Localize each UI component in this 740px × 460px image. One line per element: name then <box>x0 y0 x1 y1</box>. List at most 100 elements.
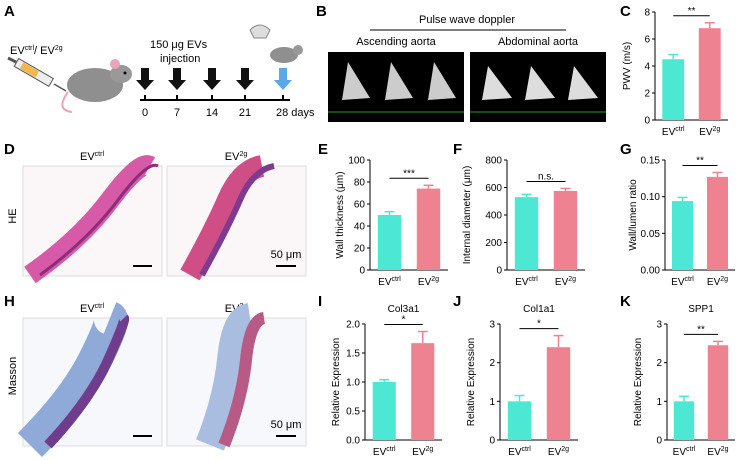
y-axis-label: Relative Expression <box>331 338 342 426</box>
category-sup: ctrl <box>522 446 532 453</box>
y-tick-label: 0.10 <box>641 192 661 203</box>
group-label: EVctrl/ EV2g <box>10 45 63 57</box>
significance-label: ** <box>688 6 696 17</box>
route-label: injection <box>160 53 200 65</box>
text: EV <box>80 151 95 163</box>
significance-label: n.s. <box>538 171 554 182</box>
y-tick-label: 600 <box>485 183 502 194</box>
y-tick-label: 40 <box>354 222 366 233</box>
text: 2g <box>55 45 63 52</box>
timeline-label: 7 <box>174 107 180 119</box>
x-tick-label: EVctrl <box>515 276 538 288</box>
y-tick-label: 0 <box>656 436 662 447</box>
significance-label: ** <box>697 324 705 335</box>
category-base: EV <box>378 277 392 288</box>
panel-label: E <box>318 141 328 158</box>
category-base: EV <box>671 277 685 288</box>
category-sup: 2g <box>561 446 569 453</box>
category-sup: ctrl <box>686 446 696 453</box>
stain-label: Masson <box>7 357 19 396</box>
y-tick-label: 0.15 <box>641 156 661 167</box>
text: EV <box>10 45 25 57</box>
y-tick-label: 800 <box>485 156 502 167</box>
y-tick-label: 0.5 <box>346 407 360 418</box>
doppler-title: Pulse wave doppler <box>419 14 515 26</box>
doppler-image <box>328 52 606 122</box>
bar <box>707 345 729 440</box>
column-label: EV2g <box>225 151 248 163</box>
y-tick-label: 1 <box>489 397 495 408</box>
panel-label: D <box>4 141 15 158</box>
bar <box>514 197 539 270</box>
site-label: Abdominal aorta <box>498 36 579 48</box>
y-tick-label: 3 <box>489 320 495 331</box>
text: / EV <box>34 45 55 57</box>
category-sup: 2g <box>720 276 728 283</box>
bar <box>411 343 435 440</box>
x-tick-label: EVctrl <box>662 126 685 138</box>
bar <box>672 201 693 270</box>
y-tick-label: 0 <box>644 116 650 127</box>
bar <box>546 347 571 440</box>
y-tick-label: 4 <box>644 62 650 73</box>
bar <box>507 401 532 440</box>
bar <box>707 176 728 270</box>
timeline-label: 21 <box>239 107 251 119</box>
text: ctrl <box>25 45 35 52</box>
he-image <box>22 155 307 284</box>
category-sup: ctrl <box>685 276 695 283</box>
y-tick-label: 20 <box>354 244 366 255</box>
y-axis-label: Relative Expression <box>466 338 477 426</box>
category-sup: 2g <box>568 276 576 283</box>
scale-bar-label: 50 μm <box>271 249 302 261</box>
bar <box>416 188 441 270</box>
chart-title: SPP1 <box>688 304 714 315</box>
y-axis-label: Wall thickness (μm) <box>335 171 346 258</box>
syringe <box>7 56 67 92</box>
y-tick-label: 0.0 <box>346 436 360 447</box>
bar <box>372 382 396 440</box>
y-axis-label: PWV (m/s) <box>622 42 633 90</box>
category-base: EV <box>707 277 721 288</box>
small-mouse <box>249 24 303 63</box>
significance-label: * <box>537 319 541 330</box>
site-label: Ascending aorta <box>356 36 436 48</box>
panel-label: C <box>620 3 631 20</box>
category-base: EV <box>548 447 562 458</box>
y-tick-label: 0.00 <box>641 266 661 277</box>
category-sup: 2g <box>426 446 434 453</box>
x-tick-label: EV2g <box>548 446 569 458</box>
text: EV <box>225 151 240 163</box>
x-tick-label: EVctrl <box>673 446 696 458</box>
y-tick-label: 1.0 <box>346 378 360 389</box>
column-label: EVctrl <box>80 303 104 315</box>
panel-label: J <box>453 293 461 310</box>
masson-image <box>17 302 307 458</box>
category-base: EV <box>515 277 529 288</box>
dose-label: 150 μg EVs <box>150 39 208 51</box>
x-tick-label: EV2g <box>412 446 433 458</box>
y-tick-label: 200 <box>485 238 502 249</box>
bar <box>553 190 578 270</box>
bar <box>662 59 685 120</box>
y-tick-label: 8 <box>644 8 650 19</box>
x-tick-label: EV2g <box>418 276 439 288</box>
timeline-label: 0 <box>142 107 148 119</box>
category-base: EV <box>699 127 713 138</box>
stain-label: HE <box>7 208 19 223</box>
significance-label: * <box>402 315 406 326</box>
bar <box>673 401 695 440</box>
category-base: EV <box>673 447 687 458</box>
panel-label: K <box>620 293 631 310</box>
mouse <box>61 59 132 113</box>
panel-label: F <box>453 141 462 158</box>
y-tick-label: 0 <box>359 266 365 277</box>
category-base: EV <box>662 127 676 138</box>
chart-title: Col3a1 <box>388 304 420 315</box>
text: 2g <box>239 151 247 158</box>
y-tick-label: 2 <box>489 358 495 369</box>
category-base: EV <box>555 277 569 288</box>
scale-bar-label: 50 μm <box>271 419 302 431</box>
panel-label: B <box>316 3 327 20</box>
y-tick-label: 1 <box>656 397 662 408</box>
